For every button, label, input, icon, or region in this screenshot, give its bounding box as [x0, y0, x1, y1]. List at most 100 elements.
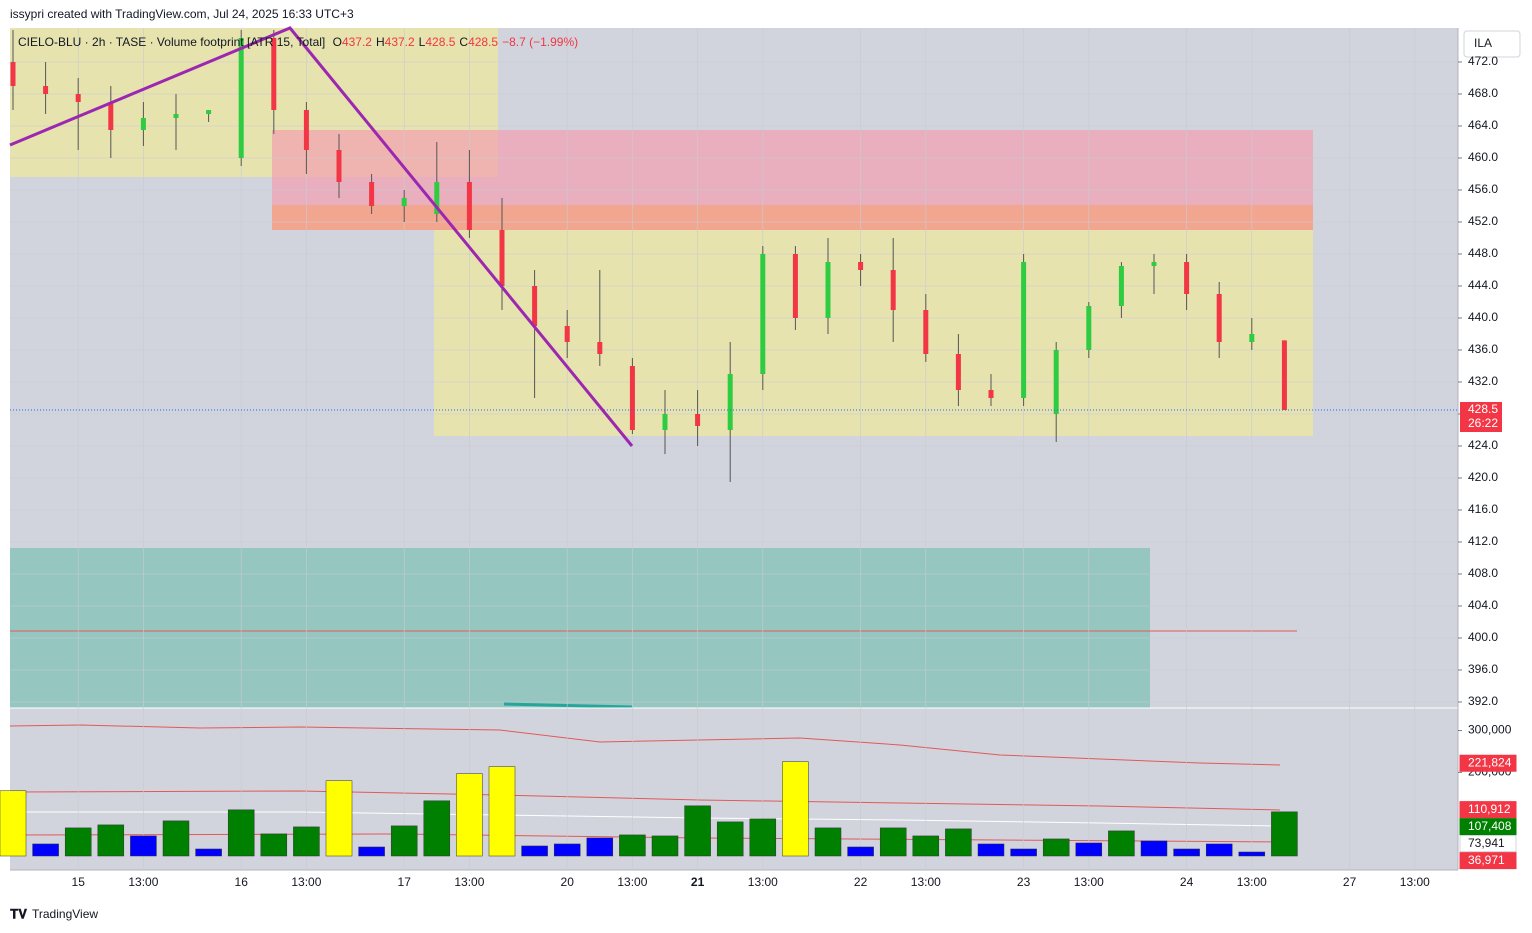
- x-tick-label: 13:00: [617, 875, 647, 889]
- ohlc-value: 428.5: [425, 35, 456, 49]
- price-label-bg: [1460, 402, 1502, 432]
- volume-bar: [32, 843, 59, 857]
- x-tick-label: 27: [1343, 875, 1357, 889]
- candle-body: [792, 254, 798, 318]
- volume-bar: [0, 790, 27, 857]
- y-tick-label: 444.0: [1468, 278, 1498, 292]
- y-tick-label: 440.0: [1468, 310, 1498, 324]
- y-tick-label: 420.0: [1468, 470, 1498, 484]
- indicator-label-bg: [1459, 852, 1517, 870]
- indicator-label: 36,971: [1468, 853, 1505, 867]
- volume-bar: [912, 835, 940, 857]
- indicator-label: 110,912: [1468, 802, 1511, 816]
- volume-bar: [684, 805, 711, 857]
- volume-bar: [162, 820, 190, 857]
- volume-bar: [814, 827, 842, 857]
- volume-bar: [879, 827, 907, 857]
- y-tick-label: 408.0: [1468, 566, 1498, 580]
- y-tick-label: 464.0: [1468, 118, 1498, 132]
- y-tick-label: 392.0: [1468, 694, 1498, 708]
- y-tick-label: 404.0: [1468, 598, 1498, 612]
- indicator-label-bg: [1459, 835, 1517, 853]
- zones: [10, 28, 1313, 709]
- volume-bar: [782, 761, 809, 857]
- currency[interactable]: ILA: [1474, 36, 1492, 50]
- y-tick-label: 460.0: [1468, 150, 1498, 164]
- candle-body: [10, 62, 16, 86]
- brand: TradingView: [32, 907, 98, 921]
- x-tick-label: 13:00: [454, 875, 484, 889]
- y-tick-label: 412.0: [1468, 534, 1498, 548]
- volume-bar: [358, 846, 385, 857]
- candle-body: [1216, 294, 1222, 342]
- zone: [434, 230, 1313, 436]
- indicator-label: 73,941: [1468, 836, 1505, 850]
- zone: [272, 205, 1313, 230]
- x-tick-label: 16: [235, 875, 249, 889]
- candle-body: [140, 118, 146, 130]
- x-tick-label: 13:00: [1074, 875, 1104, 889]
- volume-bar: [1205, 843, 1233, 857]
- candle-body: [727, 374, 733, 430]
- y-tick-label: 400.0: [1468, 630, 1498, 644]
- candle-body: [466, 182, 472, 230]
- volume-bar: [1173, 848, 1200, 857]
- x-tick-label: 13:00: [911, 875, 941, 889]
- volume-bar: [1271, 811, 1298, 857]
- candle-body: [1281, 340, 1287, 410]
- candle-body: [1086, 306, 1092, 350]
- volume-bar: [749, 818, 777, 857]
- candle-body: [629, 366, 635, 430]
- volume-bar: [1075, 842, 1103, 857]
- candle-body: [1184, 262, 1190, 294]
- volume-bar: [847, 846, 874, 857]
- y-tick-label: 424.0: [1468, 438, 1498, 452]
- volume-bar: [716, 821, 744, 857]
- y-tick-label: 416.0: [1468, 502, 1498, 516]
- x-tick-label: 13:00: [748, 875, 778, 889]
- y-tick-label: 456.0: [1468, 182, 1498, 196]
- y-tick-label: 472.0: [1468, 54, 1498, 68]
- indicator-label-bg: [1459, 818, 1517, 836]
- volume-bar: [553, 843, 581, 857]
- candle-body: [206, 110, 212, 114]
- legend: CIELO-BLU · 2h · TASE · Volume footprint…: [18, 35, 578, 49]
- candle-body: [108, 102, 114, 130]
- candle-body: [923, 310, 929, 354]
- candle-body: [858, 262, 864, 270]
- y2-tick-label: 300,000: [1468, 723, 1512, 737]
- volume-bar: [1042, 838, 1070, 857]
- candle-body: [760, 254, 766, 374]
- ohlc-value: 437.2: [384, 35, 415, 49]
- y-tick-label: 436.0: [1468, 342, 1498, 356]
- marks: [0, 28, 1458, 870]
- candle-body: [238, 38, 244, 158]
- price-label: 428.5: [1468, 402, 1498, 416]
- ohlc-key: L: [418, 35, 426, 49]
- volume-bar: [1108, 830, 1135, 857]
- candle-body: [1118, 266, 1124, 306]
- candle-body: [1151, 262, 1157, 266]
- volume-bar: [227, 809, 255, 857]
- currency-button[interactable]: [1463, 30, 1521, 58]
- indicator-label: 107,408: [1468, 819, 1512, 833]
- x-tick-label: 20: [561, 875, 575, 889]
- volume-bar: [1238, 851, 1266, 857]
- x-tick-label: 13:00: [128, 875, 158, 889]
- volume-bar: [619, 834, 646, 857]
- volume-bar: [260, 833, 288, 857]
- x-tick-label: 24: [1180, 875, 1194, 889]
- ohlc-key: C: [459, 35, 469, 49]
- volume-bar: [325, 780, 353, 857]
- candle-body: [825, 262, 831, 318]
- candle-body: [75, 94, 81, 102]
- brand-logo: 𝐓𝐕: [10, 906, 27, 921]
- volume-bar: [97, 824, 125, 857]
- indicator-label-bg: [1459, 801, 1517, 819]
- y-tick-label: 468.0: [1468, 86, 1498, 100]
- volume-bar: [130, 835, 157, 857]
- volume-bar: [456, 773, 483, 857]
- candle-body: [890, 270, 896, 310]
